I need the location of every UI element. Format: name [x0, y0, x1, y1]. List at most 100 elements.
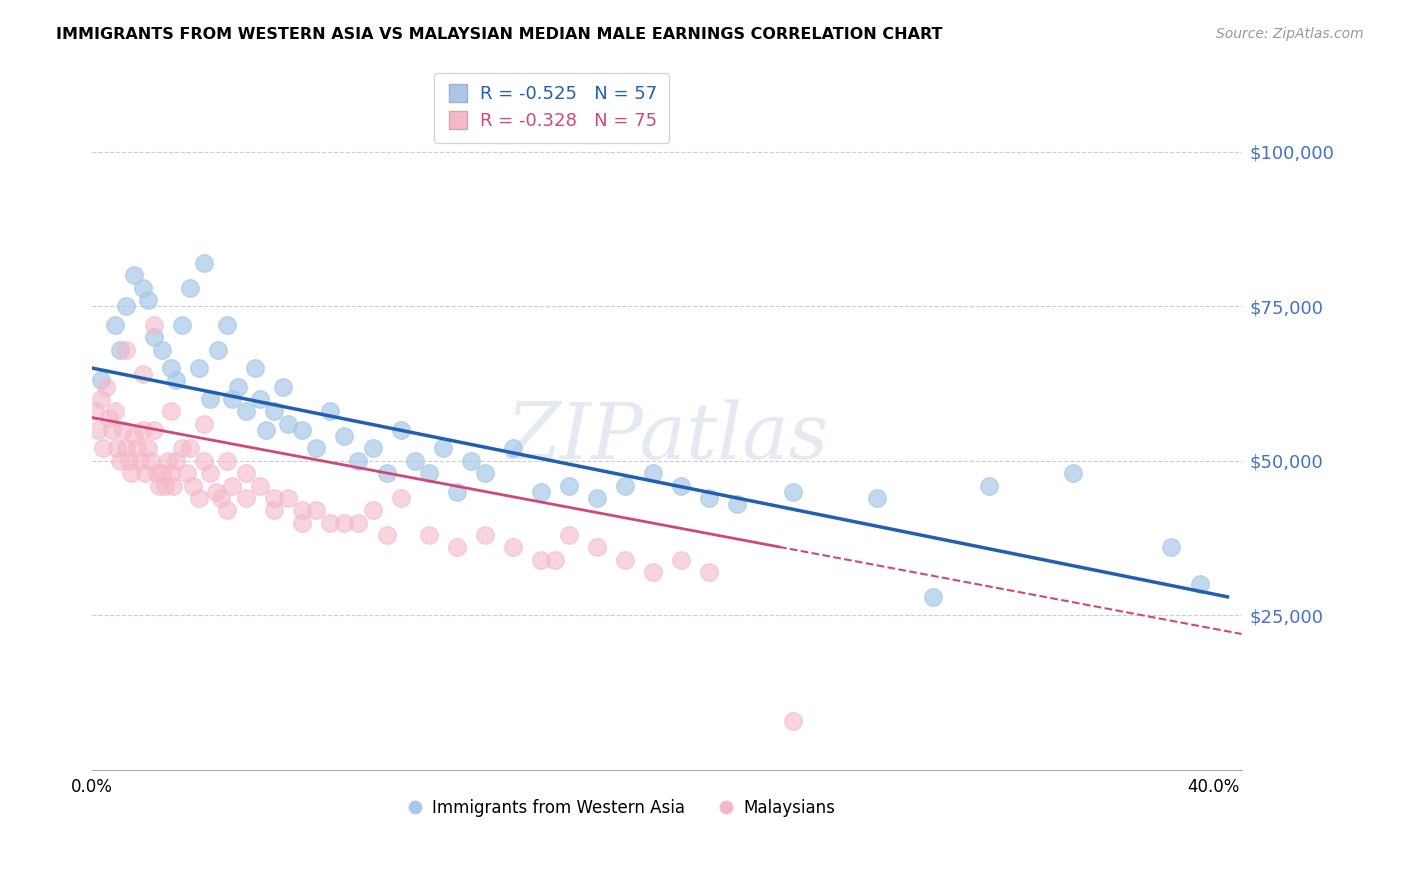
Point — [193, 417, 215, 431]
Point — [474, 466, 496, 480]
Point — [263, 491, 285, 505]
Point — [176, 466, 198, 480]
Point — [530, 484, 553, 499]
Point — [181, 478, 204, 492]
Point — [114, 442, 136, 456]
Point — [131, 423, 153, 437]
Text: IMMIGRANTS FROM WESTERN ASIA VS MALAYSIAN MEDIAN MALE EARNINGS CORRELATION CHART: IMMIGRANTS FROM WESTERN ASIA VS MALAYSIA… — [56, 27, 943, 42]
Point — [669, 553, 692, 567]
Point — [215, 318, 238, 332]
Point — [446, 541, 468, 555]
Point — [291, 516, 314, 530]
Point — [305, 442, 328, 456]
Point — [418, 528, 440, 542]
Point — [404, 454, 426, 468]
Point — [136, 442, 159, 456]
Point — [641, 565, 664, 579]
Point — [159, 404, 181, 418]
Point — [179, 281, 201, 295]
Point — [101, 423, 124, 437]
Point — [142, 423, 165, 437]
Point — [782, 714, 804, 728]
Point — [111, 423, 134, 437]
Point — [215, 503, 238, 517]
Point — [375, 528, 398, 542]
Point — [502, 442, 524, 456]
Point — [319, 516, 342, 530]
Point — [235, 404, 257, 418]
Point — [1062, 466, 1084, 480]
Point — [319, 404, 342, 418]
Point — [235, 466, 257, 480]
Point — [474, 528, 496, 542]
Point — [204, 484, 226, 499]
Point — [544, 553, 567, 567]
Point — [90, 392, 112, 406]
Point — [291, 423, 314, 437]
Point — [558, 528, 581, 542]
Point — [697, 491, 720, 505]
Point — [866, 491, 889, 505]
Point — [165, 373, 187, 387]
Point — [613, 553, 636, 567]
Point — [432, 442, 454, 456]
Point — [254, 423, 277, 437]
Point — [170, 318, 193, 332]
Point — [502, 541, 524, 555]
Point — [347, 516, 370, 530]
Point — [104, 404, 127, 418]
Point — [131, 281, 153, 295]
Point — [558, 478, 581, 492]
Point — [150, 466, 173, 480]
Point — [243, 361, 266, 376]
Point — [120, 466, 142, 480]
Point — [187, 491, 209, 505]
Point — [93, 442, 115, 456]
Point — [153, 478, 176, 492]
Point — [585, 491, 607, 505]
Point — [460, 454, 482, 468]
Point — [446, 484, 468, 499]
Point — [114, 343, 136, 357]
Point — [198, 392, 221, 406]
Point — [125, 442, 148, 456]
Point — [193, 454, 215, 468]
Point — [159, 361, 181, 376]
Point — [263, 404, 285, 418]
Point — [131, 368, 153, 382]
Point — [139, 454, 162, 468]
Point — [108, 343, 131, 357]
Point — [122, 429, 145, 443]
Point — [179, 442, 201, 456]
Legend: Immigrants from Western Asia, Malaysians: Immigrants from Western Asia, Malaysians — [401, 793, 842, 824]
Point — [84, 404, 107, 418]
Point — [697, 565, 720, 579]
Point — [389, 491, 412, 505]
Point — [277, 417, 299, 431]
Point — [134, 466, 156, 480]
Point — [142, 318, 165, 332]
Point — [235, 491, 257, 505]
Point — [104, 318, 127, 332]
Point — [249, 392, 271, 406]
Point — [198, 466, 221, 480]
Point — [142, 330, 165, 344]
Point — [613, 478, 636, 492]
Point — [193, 256, 215, 270]
Point — [725, 497, 748, 511]
Point — [96, 379, 118, 393]
Point — [98, 410, 121, 425]
Point — [1188, 577, 1211, 591]
Point — [117, 454, 139, 468]
Point — [347, 454, 370, 468]
Point — [585, 541, 607, 555]
Point — [170, 442, 193, 456]
Point — [226, 379, 249, 393]
Point — [209, 491, 232, 505]
Point — [122, 268, 145, 283]
Point — [361, 503, 384, 517]
Point — [145, 466, 167, 480]
Point — [530, 553, 553, 567]
Point — [361, 442, 384, 456]
Point — [291, 503, 314, 517]
